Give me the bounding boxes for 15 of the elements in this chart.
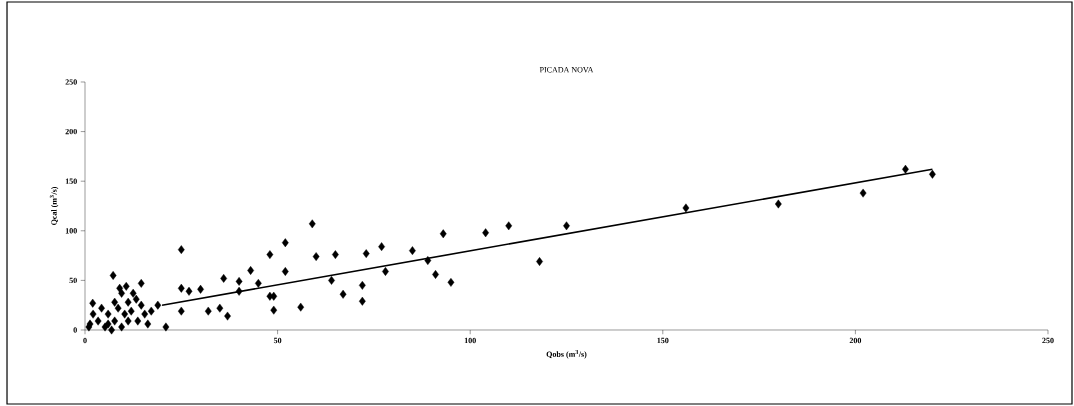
y-tick-label: 150: [65, 178, 77, 184]
y-tick-label: 0: [73, 327, 77, 333]
x-tick-label: 150: [657, 337, 669, 344]
y-tick-label: 100: [65, 228, 77, 234]
chart-title: PICADA NOVA: [539, 67, 594, 73]
y-axis-title: Qcal (m$^{3}$/s): [49, 186, 59, 226]
x-tick-label: 100: [464, 337, 476, 344]
x-tick-label: 50: [273, 337, 282, 344]
x-axis-title: Qobs (m$^{3}$/s): [546, 350, 587, 359]
y-tick-label: 250: [65, 79, 77, 85]
x-tick-label: 200: [849, 337, 862, 344]
x-tick-label: 0: [83, 337, 87, 344]
y-tick-label: 50: [69, 277, 77, 284]
y-tick-label: 200: [65, 128, 77, 135]
x-tick-label: 250: [1042, 337, 1054, 344]
